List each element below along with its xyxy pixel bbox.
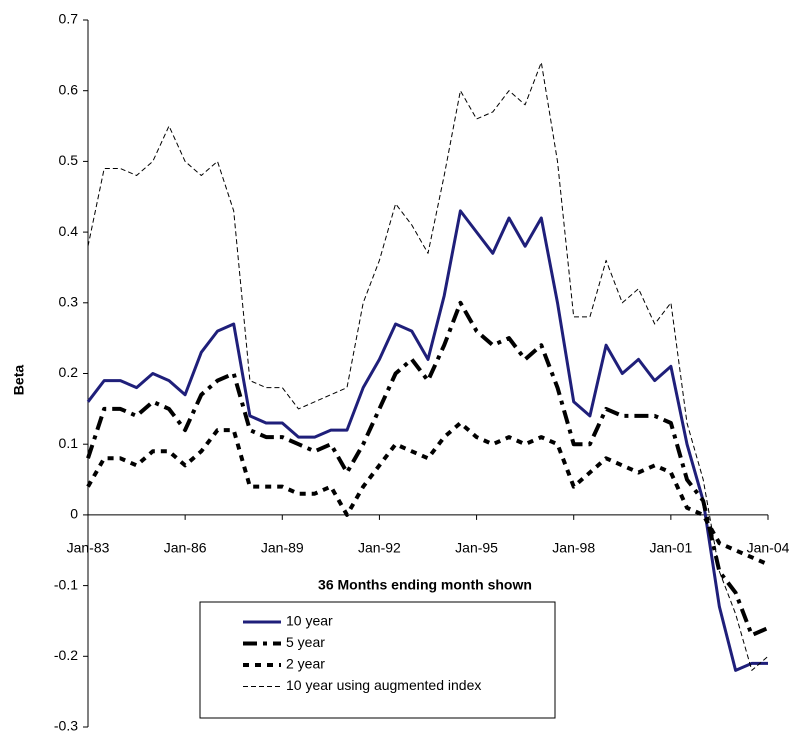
x-tick-label: Jan-92	[358, 540, 401, 556]
y-axis-title: Beta	[11, 365, 27, 396]
x-tick-label: Jan-01	[649, 540, 692, 556]
legend-label: 10 year	[286, 613, 333, 629]
legend-label: 10 year using augmented index	[286, 677, 481, 693]
x-tick-label: Jan-86	[164, 540, 207, 556]
y-tick-label: 0.7	[59, 11, 79, 27]
x-tick-label: Jan-83	[67, 540, 110, 556]
x-tick-label: Jan-04	[747, 540, 790, 556]
y-tick-label: 0.5	[59, 152, 79, 168]
y-tick-label: 0.3	[59, 294, 79, 310]
series-line	[86, 209, 768, 672]
y-tick-label: -0.2	[54, 647, 78, 663]
y-tick-label: -0.3	[54, 718, 78, 734]
x-axis-title: 36 Months ending month shown	[318, 577, 532, 593]
series-line	[86, 300, 769, 638]
y-tick-label: 0.4	[59, 223, 79, 239]
y-tick-label: 0.1	[59, 435, 79, 451]
x-tick-label: Jan-95	[455, 540, 498, 556]
legend-label: 2 year	[286, 656, 325, 672]
y-tick-label: 0	[70, 506, 78, 522]
series-line	[87, 61, 769, 671]
legend-box	[199, 601, 556, 719]
series-line	[86, 421, 769, 567]
x-tick-label: Jan-89	[261, 540, 304, 556]
legend-label: 5 year	[286, 634, 325, 650]
y-tick-label: -0.1	[54, 576, 78, 592]
y-tick-label: 0.2	[59, 364, 79, 380]
x-tick-label: Jan-98	[552, 540, 595, 556]
y-tick-label: 0.6	[59, 81, 79, 97]
